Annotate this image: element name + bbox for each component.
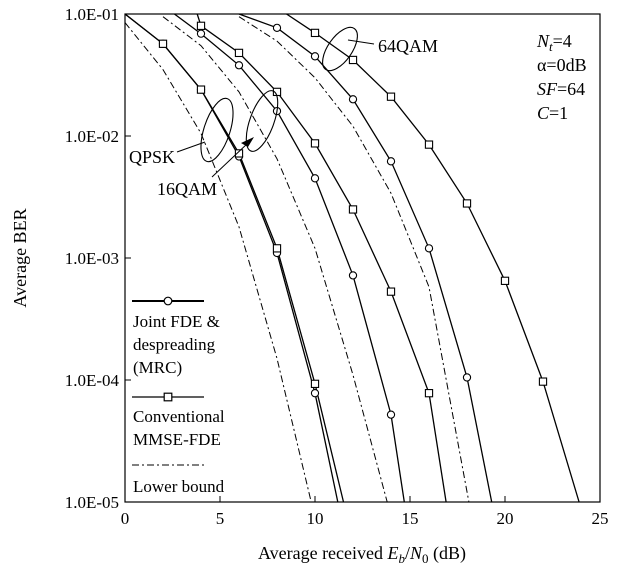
data-point-square [462, 199, 472, 208]
param-label: C=1 [537, 103, 568, 123]
y-tick-label: 1.0E-01 [65, 5, 119, 24]
data-point-square [386, 92, 396, 101]
16qam-pointer-arrowhead [241, 137, 254, 147]
qpsk-group-ellipse [200, 97, 234, 163]
data-point-square [196, 85, 206, 94]
annotation-layer: Nt=4α=0dB SF=64 C=1 QPSK 16QAM 64QAM [129, 26, 587, 199]
group-label-16qam: 16QAM [157, 179, 217, 199]
legend-label-bound: Lower bound [133, 477, 225, 496]
group-label-qpsk: QPSK [129, 147, 175, 167]
legend: Joint FDE & despreading (MRC) Conventional M… [132, 296, 225, 496]
data-point-square [310, 139, 320, 148]
legend-label-joint: Joint FDE & [133, 312, 220, 331]
x-tick-label: 5 [216, 509, 225, 528]
data-point-circle [348, 271, 358, 280]
data-point-circle [272, 23, 282, 32]
y-tick-label: 1.0E-05 [65, 493, 119, 512]
data-point-square [424, 389, 434, 398]
x-axis-label: Average received Eb/N0 (dB) [258, 543, 466, 566]
series-line-16qam-joint-fde-despreading-mrc [174, 14, 405, 502]
data-point-circle [310, 52, 320, 61]
y-tick-label: 1.0E-03 [65, 249, 119, 268]
16qam-group-ellipse [245, 90, 279, 152]
data-point-square [310, 28, 320, 38]
ticks-layer: 0 5 10 15 20 25 1.0E-01 1.0E-02 1.0E-03 1.0E-04 1.… [65, 5, 609, 528]
legend-label-joint: despreading [133, 335, 216, 354]
y-tick-label: 1.0E-04 [65, 371, 120, 390]
param-label: α=0dB [537, 55, 587, 75]
data-point-circle [386, 157, 396, 166]
legend-label-conv: Conventional [133, 407, 225, 426]
data-point-circle [424, 244, 434, 253]
data-point-square [196, 21, 206, 30]
qpsk-pointer-line [176, 141, 206, 153]
data-point-square [272, 244, 282, 253]
data-point-circle [196, 29, 206, 38]
legend-label-conv: MMSE-FDE [133, 430, 221, 449]
data-point-circle [310, 389, 320, 398]
series-line-64qam-joint-fde-despreading-mrc [238, 14, 493, 502]
data-point-circle [234, 61, 244, 70]
data-point-square [348, 205, 358, 214]
data-point-square [500, 276, 510, 285]
data-point-square [386, 287, 396, 296]
data-point-circle [462, 373, 472, 382]
x-tick-label: 15 [402, 509, 419, 528]
x-tick-label: 0 [121, 509, 130, 528]
param-label: SF=64 [537, 79, 585, 99]
data-point-square [234, 149, 244, 158]
legend-marker-circle [163, 296, 173, 306]
marker-layer [158, 21, 548, 419]
data-point-square [310, 379, 320, 388]
legend-label-joint: (MRC) [133, 358, 182, 377]
x-tick-label: 10 [307, 509, 324, 528]
64qam-group-ellipse [322, 26, 358, 72]
legend-marker-square [163, 392, 173, 402]
data-point-square [424, 140, 434, 149]
group-label-64qam: 64QAM [378, 36, 438, 56]
x-tick-label: 20 [497, 509, 514, 528]
data-point-square [234, 48, 244, 58]
series-line-64qam-lower-bound [238, 16, 470, 502]
series-line-16qam-lower-bound [162, 16, 388, 502]
data-point-circle [310, 174, 320, 183]
data-point-circle [386, 410, 396, 419]
16qam-pointer-line [211, 142, 249, 178]
series-line-qpsk-lower-bound [125, 22, 312, 502]
data-point-circle [348, 95, 358, 104]
y-tick-label: 1.0E-02 [65, 127, 119, 146]
data-point-square [538, 377, 548, 386]
y-axis-label: Average BER [10, 208, 30, 307]
data-point-square [348, 55, 358, 65]
data-point-square [158, 39, 168, 48]
x-tick-label: 25 [592, 509, 609, 528]
64qam-pointer-line [347, 39, 375, 45]
param-label: Nt=4 [536, 31, 572, 54]
